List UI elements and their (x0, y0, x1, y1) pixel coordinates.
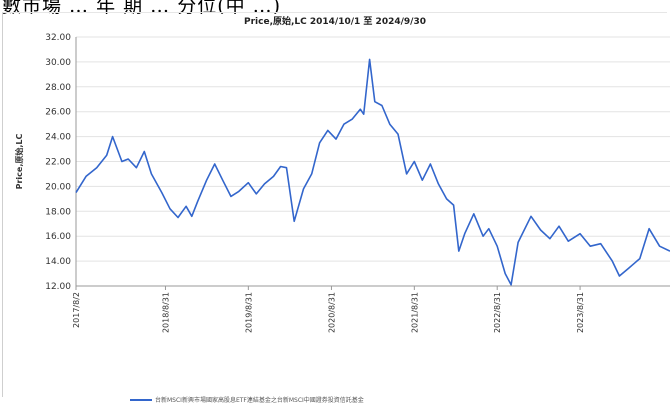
y-tick-label: 22.00 (45, 158, 71, 168)
y-tick-label: 32.00 (45, 33, 71, 43)
legend: 台新MSCI新興市場國家高股息ETF連結基金之台新MSCI中國證券投資信託基金 (130, 389, 364, 404)
y-tick-label: 24.00 (45, 133, 71, 143)
y-tick-label: 30.00 (45, 58, 71, 68)
y-tick-label: 16.00 (45, 232, 71, 242)
y-tick-label: 28.00 (45, 83, 71, 93)
series-line (75, 58, 670, 286)
series-layer (75, 58, 670, 286)
top-cropped-heading-text: 數市場 … 年 期 … 分位(中 …) (2, 0, 282, 14)
x-tick-label: 2019/8/31 (244, 292, 253, 333)
x-tick-label: 2021/8/31 (410, 292, 419, 333)
line-chart: 12.00 14.00 16.00 18.00 20.00 22.00 24.00 26.00… (14, 33, 670, 333)
gridlines (75, 36, 670, 287)
x-tick-label: 2022/8/31 (493, 292, 502, 333)
y-tick-label: 12.00 (45, 282, 71, 292)
x-tick-label: 2020/8/31 (327, 292, 336, 333)
x-tick-label: 2017/8/2 (72, 292, 81, 328)
y-axis-label: Price,原始,LC (14, 133, 24, 189)
legend-label: 台新MSCI新興市場國家高股息ETF連結基金之台新MSCI中國證券投資信託基金 (155, 397, 364, 404)
y-tick-label: 18.00 (45, 207, 71, 217)
x-axis-ticks: 2017/8/2 2018/8/31 2019/8/31 2020/8/31 2021/… (72, 286, 585, 333)
chart-title: Price,原始,LC 2014/10/1 至 2024/9/30 (244, 17, 426, 27)
chart-frame (2, 12, 667, 397)
x-tick-label: 2023/8/31 (576, 292, 585, 333)
y-tick-label: 14.00 (45, 257, 71, 267)
y-tick-label: 20.00 (45, 182, 71, 192)
x-tick-label: 2018/8/31 (161, 292, 170, 333)
top-cropped-heading: 數市場 … 年 期 … 分位(中 …) (0, 0, 670, 14)
y-tick-label: 26.00 (45, 108, 71, 118)
y-axis-ticks: 12.00 14.00 16.00 18.00 20.00 22.00 24.00 26.00… (45, 33, 71, 292)
